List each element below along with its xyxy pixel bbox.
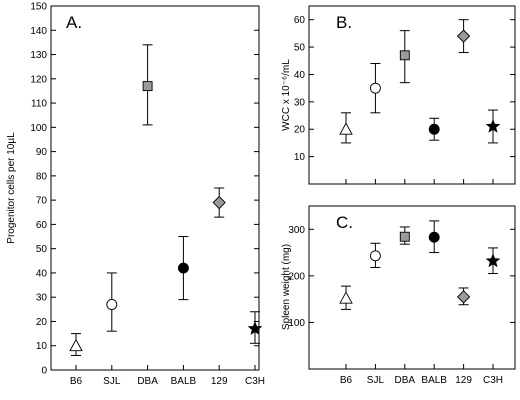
y-tick-label: 140 xyxy=(30,26,47,37)
y-tick-label: 150 xyxy=(30,2,47,13)
panel-c-y-ticks: 100 200 300 xyxy=(288,225,515,329)
panel-a: A. Progenitor cells per 10µL 0 10 20 30 40 50… xyxy=(6,2,265,388)
x-tick-label: 129 xyxy=(455,375,472,386)
panel-b-label: B. xyxy=(336,13,352,32)
x-tick-label: BALB xyxy=(421,375,447,386)
panel-a-y-ticks: 0 10 20 30 40 50 60 70 80 90 100 110 120 130 140 150 xyxy=(30,2,259,377)
y-tick-label: 40 xyxy=(294,70,306,81)
y-tick-label: 50 xyxy=(294,43,306,54)
panel-a-frame xyxy=(50,5,260,371)
y-tick-label: 30 xyxy=(36,293,48,304)
panel-c-y-axis-label: Spleen weight (mg) xyxy=(281,244,292,330)
point-balb-circ xyxy=(177,262,189,274)
x-tick-label: C3H xyxy=(245,376,265,387)
panel-a-x-ticks: B6 SJL DBA BALB 129 C3H xyxy=(70,365,265,387)
x-tick-label: C3H xyxy=(483,375,503,386)
panel-c: C. Spleen weight (mg) 100 200 300 B6 SJL DBA… xyxy=(281,205,516,386)
panel-a-label: A. xyxy=(66,13,82,32)
point-129-dia xyxy=(456,290,471,304)
panel-c-frame xyxy=(308,205,516,370)
point-c3h-star xyxy=(247,321,263,336)
y-tick-label: 40 xyxy=(36,268,48,279)
y-tick-label: 300 xyxy=(288,225,305,236)
panel-b-y-axis-label: WCC x 10⁻⁶/mL xyxy=(281,59,292,131)
x-tick-label: SJL xyxy=(367,375,385,386)
y-tick-label: 0 xyxy=(41,366,47,377)
panel-a-data-points xyxy=(69,44,263,356)
y-tick-label: 10 xyxy=(36,341,48,352)
panel-c-data-points xyxy=(339,220,501,310)
point-b6-tri xyxy=(339,122,353,135)
y-tick-label: 130 xyxy=(30,50,47,61)
panel-b: B. WCC x 10⁻⁶/mL 10 20 30 40 50 60 xyxy=(281,5,516,185)
point-b6-tri xyxy=(69,338,83,352)
panel-b-x-ticks xyxy=(345,179,494,184)
point-sjl-circ xyxy=(369,250,381,262)
panel-c-x-ticks: B6 SJL DBA BALB 129 C3H xyxy=(340,364,503,386)
panel-b-frame xyxy=(308,5,516,185)
point-b6-tri xyxy=(339,291,353,304)
point-dba-sq xyxy=(399,50,410,61)
y-tick-label: 20 xyxy=(36,317,48,328)
point-balb-circ xyxy=(428,123,440,135)
x-tick-label: B6 xyxy=(340,375,353,386)
x-tick-label: SJL xyxy=(103,376,121,387)
y-tick-label: 100 xyxy=(288,318,305,329)
y-tick-label: 20 xyxy=(294,125,306,136)
y-tick-label: 100 xyxy=(30,123,47,134)
point-129-dia xyxy=(456,29,471,43)
point-dba-sq xyxy=(399,231,410,242)
x-tick-label: B6 xyxy=(70,376,83,387)
point-sjl-circ xyxy=(369,82,381,94)
y-tick-label: 90 xyxy=(36,147,48,158)
point-129-dia xyxy=(212,195,226,210)
panel-b-y-ticks: 10 20 30 40 50 60 xyxy=(294,15,515,163)
point-c3h-star xyxy=(485,253,501,268)
y-tick-label: 120 xyxy=(30,74,47,85)
y-tick-label: 60 xyxy=(294,15,306,26)
panel-c-label: C. xyxy=(336,213,353,232)
y-tick-label: 30 xyxy=(294,97,306,108)
y-tick-label: 80 xyxy=(36,171,48,182)
point-c3h-star xyxy=(485,118,501,133)
point-sjl-circ xyxy=(106,299,118,310)
point-dba-sq xyxy=(142,81,153,92)
y-tick-label: 200 xyxy=(288,271,305,282)
y-tick-label: 10 xyxy=(294,152,306,163)
y-tick-label: 50 xyxy=(36,244,48,255)
panel-b-data-points xyxy=(339,19,501,144)
x-tick-label: DBA xyxy=(137,376,158,387)
x-tick-label: 129 xyxy=(211,376,228,387)
y-tick-label: 60 xyxy=(36,220,48,231)
point-balb-circ xyxy=(428,231,440,243)
panel-a-y-axis-label: Progenitor cells per 10µL xyxy=(6,132,17,244)
x-tick-label: BALB xyxy=(171,376,197,387)
x-tick-label: DBA xyxy=(395,375,416,386)
y-tick-label: 70 xyxy=(36,196,48,207)
y-tick-label: 110 xyxy=(31,99,47,110)
